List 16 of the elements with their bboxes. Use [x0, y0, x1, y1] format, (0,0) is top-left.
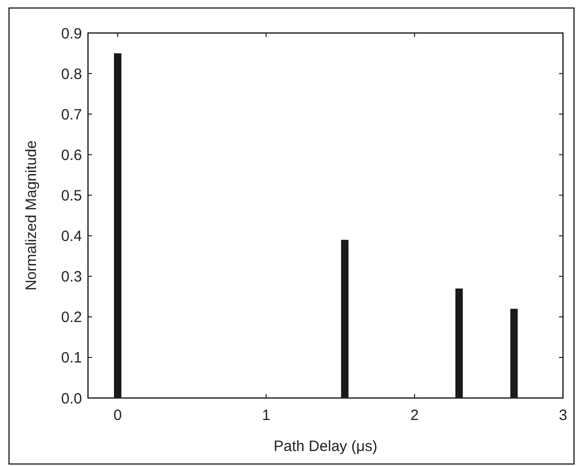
x-tick-label: 1: [262, 407, 270, 424]
y-tick-label: 0.4: [61, 228, 82, 246]
y-tick-label: 0.0: [61, 390, 82, 408]
y-tick-label: 0.5: [61, 187, 82, 204]
x-tick-label: 3: [558, 407, 568, 424]
y-axis-title: Normalized Magnitude: [23, 140, 40, 291]
y-tick-label: 0.9: [61, 25, 82, 42]
y-tick-label: 0.7: [61, 106, 82, 124]
y-tick-label: 0.3: [61, 268, 82, 286]
y-tick-label: 0.8: [61, 66, 82, 83]
x-tick-label: 0: [114, 407, 122, 424]
x-axis-title: Path Delay (μs): [274, 438, 378, 455]
y-tick-label: 0.2: [61, 309, 82, 326]
y-tick-label: 0.1: [61, 350, 82, 367]
x-tick-label: 2: [410, 407, 419, 424]
y-tick-label: 0.6: [61, 146, 82, 164]
